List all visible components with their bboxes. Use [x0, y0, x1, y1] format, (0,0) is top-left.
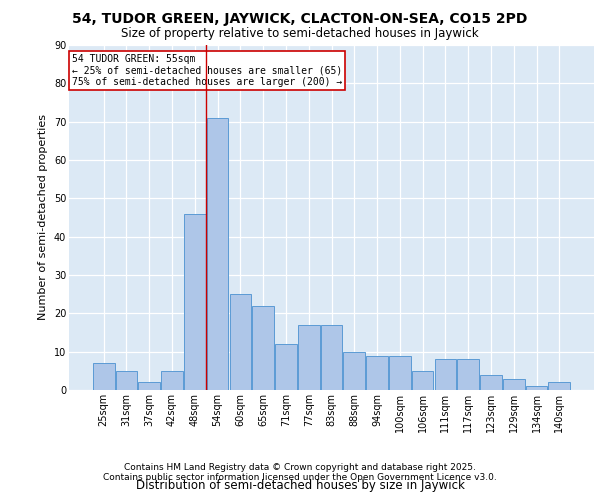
- Bar: [93, 363, 115, 390]
- Bar: [298, 325, 320, 390]
- Bar: [161, 371, 183, 390]
- Text: 54, TUDOR GREEN, JAYWICK, CLACTON-ON-SEA, CO15 2PD: 54, TUDOR GREEN, JAYWICK, CLACTON-ON-SEA…: [73, 12, 527, 26]
- Bar: [366, 356, 388, 390]
- Text: 54 TUDOR GREEN: 55sqm
← 25% of semi-detached houses are smaller (65)
75% of semi: 54 TUDOR GREEN: 55sqm ← 25% of semi-deta…: [71, 54, 342, 87]
- Bar: [139, 382, 160, 390]
- Bar: [230, 294, 251, 390]
- Bar: [275, 344, 297, 390]
- Bar: [434, 360, 456, 390]
- Bar: [548, 382, 570, 390]
- Text: Contains public sector information licensed under the Open Government Licence v3: Contains public sector information licen…: [103, 474, 497, 482]
- Bar: [526, 386, 547, 390]
- Bar: [457, 360, 479, 390]
- Bar: [412, 371, 433, 390]
- Bar: [184, 214, 206, 390]
- Text: Distribution of semi-detached houses by size in Jaywick: Distribution of semi-detached houses by …: [136, 480, 464, 492]
- Bar: [116, 371, 137, 390]
- Bar: [253, 306, 274, 390]
- Bar: [343, 352, 365, 390]
- Text: Contains HM Land Registry data © Crown copyright and database right 2025.: Contains HM Land Registry data © Crown c…: [124, 464, 476, 472]
- Bar: [503, 378, 524, 390]
- Text: Size of property relative to semi-detached houses in Jaywick: Size of property relative to semi-detach…: [121, 28, 479, 40]
- Y-axis label: Number of semi-detached properties: Number of semi-detached properties: [38, 114, 48, 320]
- Bar: [207, 118, 229, 390]
- Bar: [320, 325, 343, 390]
- Bar: [389, 356, 410, 390]
- Bar: [480, 374, 502, 390]
